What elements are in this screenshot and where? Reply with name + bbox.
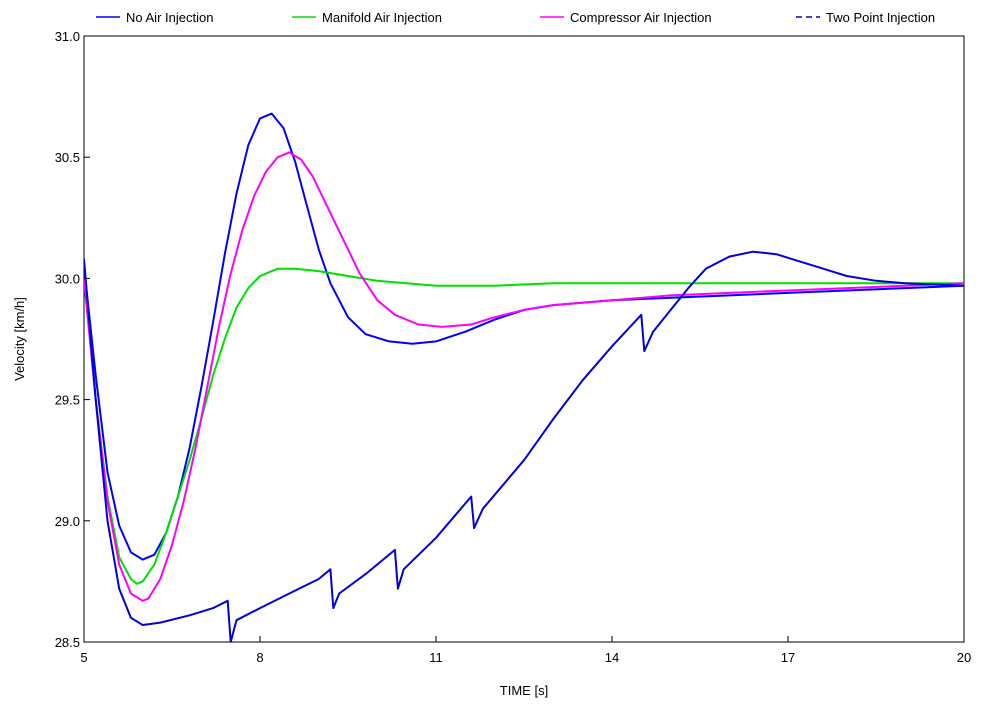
x-tick-label: 17 — [781, 650, 795, 665]
plot-frame — [83, 35, 965, 643]
y-axis-ticks: 28.5 29.0 29.5 30.0 30.5 31.0 — [55, 29, 90, 650]
y-tick-label: 29.5 — [55, 393, 80, 408]
x-tick-label: 5 — [80, 650, 87, 665]
x-tick-label: 20 — [957, 650, 971, 665]
y-tick-label: 30.5 — [55, 150, 80, 165]
series-line-1 — [84, 112, 964, 561]
x-axis-title: TIME [s] — [500, 683, 548, 698]
series-layer — [84, 112, 964, 642]
legend-label: Manifold Air Injection — [322, 10, 442, 25]
x-tick-label: 14 — [605, 650, 619, 665]
y-tick-label: 29.0 — [55, 514, 80, 529]
legend-label: Two Point Injection — [826, 10, 935, 25]
y-tick-label: 28.5 — [55, 635, 80, 650]
legend-label: Compressor Air Injection — [570, 10, 712, 25]
legend: No Air Injection Manifold Air Injection Co… — [96, 10, 935, 25]
series-line-2 — [84, 267, 964, 585]
x-tick-label: 8 — [256, 650, 263, 665]
y-axis-title: Velocity [km/h] — [12, 297, 27, 381]
y-tick-label: 30.0 — [55, 271, 80, 286]
y-tick-label: 31.0 — [55, 29, 80, 44]
x-axis-ticks: 5 8 11 14 17 20 — [80, 636, 971, 665]
series-line-4 — [84, 250, 964, 642]
series-line-3 — [84, 151, 964, 602]
legend-label: No Air Injection — [126, 10, 213, 25]
x-tick-label: 11 — [429, 650, 443, 665]
plot-area: 5 8 11 14 17 20 28.5 29.0 29.5 30.0 30.5 31.0 — [55, 29, 972, 665]
